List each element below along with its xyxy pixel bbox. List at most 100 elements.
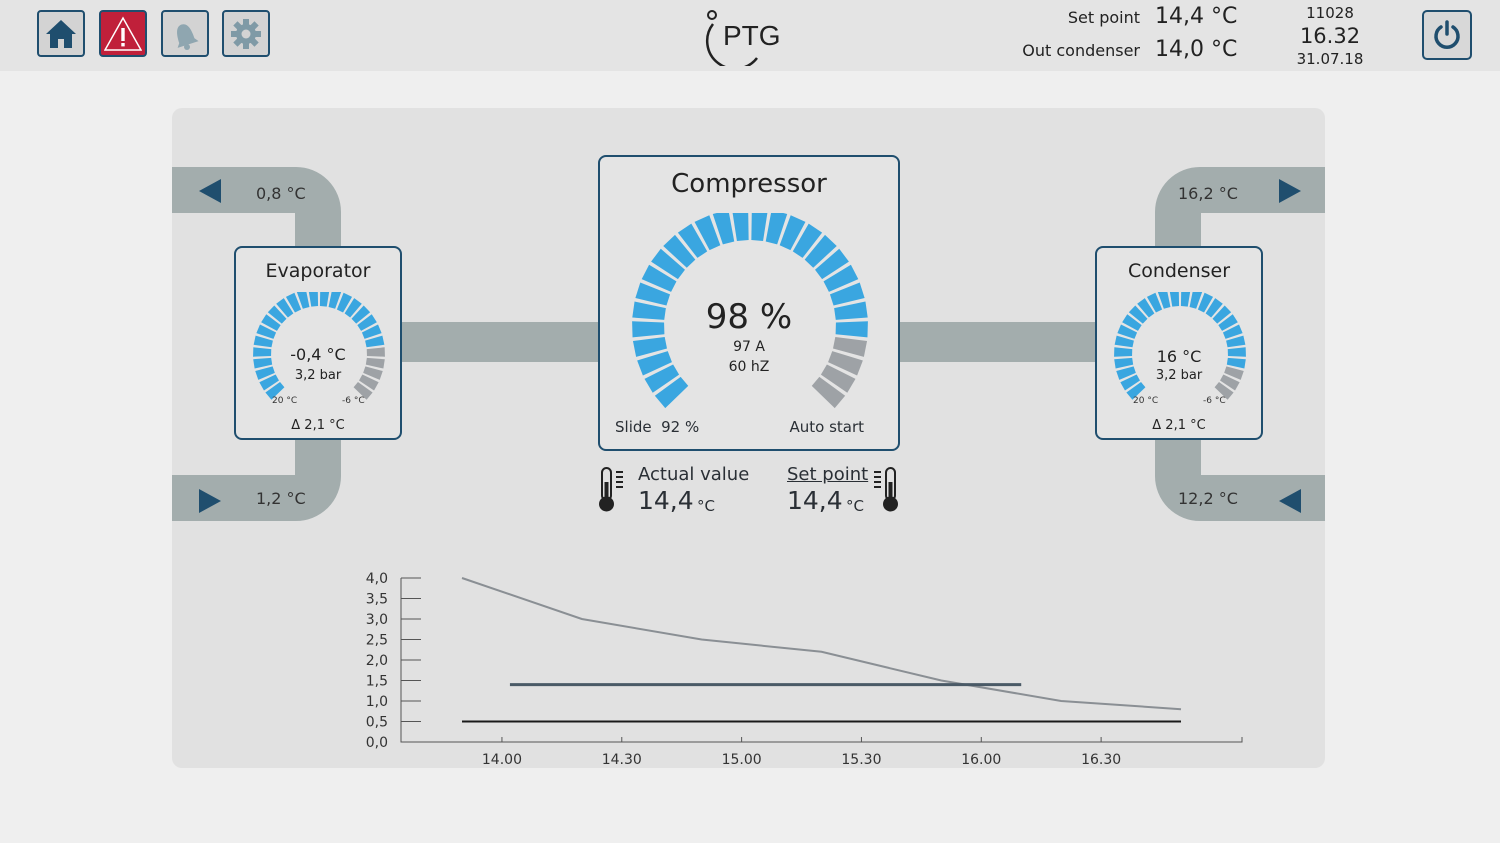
condenser-gauge-segment (1126, 382, 1146, 400)
chart-axes (400, 578, 1243, 743)
condenser-gauge-segment (1128, 305, 1148, 324)
alarm-button[interactable] (99, 10, 147, 57)
compressor-current: 97 A (733, 339, 765, 355)
evaporator-gauge-segment (276, 298, 294, 318)
compressor-gauge-segment (792, 223, 823, 258)
compressor-gauge-segment (637, 351, 672, 376)
evaporator-title: Evaporator (265, 260, 371, 282)
compressor-title: Compressor (671, 169, 827, 199)
setpoint-link[interactable]: Set point (787, 464, 869, 485)
y-tick-label: 3,5 (366, 592, 388, 608)
condenser-gauge-segment (1117, 324, 1138, 339)
series-line (461, 577, 1182, 711)
actual-value: 14,4 (638, 486, 694, 515)
top-bar: PTG Set point 14,4 °C Out condenser 14,0… (0, 0, 1500, 71)
condenser-temp: 16 °C (1156, 347, 1202, 366)
y-tick-label: 2,5 (366, 633, 388, 649)
gear-icon (231, 18, 261, 49)
evaporator-gauge-segment (351, 305, 371, 324)
clock-date: 31.07.18 (1296, 50, 1364, 68)
compressor-gauge-segment (829, 282, 865, 306)
arrow-right-icon (199, 489, 221, 513)
evaporator-card[interactable]: Evaporator -0,4 °C 3,2 bar 20 °C -6 °C Δ… (234, 246, 402, 440)
y-tick-label: 0,0 (366, 735, 388, 751)
compressor-gauge-segment (833, 336, 868, 357)
compressor-slide: Slide 92 % (615, 418, 700, 436)
x-tick-label: 16.30 (1081, 752, 1121, 768)
condenser-gauge-segment (1220, 374, 1240, 391)
evaporator-scale-max: -6 °C (342, 396, 365, 406)
condenser-scale-min: 20 °C (1133, 396, 1159, 406)
evaporator-in-temp: 1,2 °C (256, 489, 306, 508)
trend-chart: 0,0 0,5 1,0 1,5 2,0 2,5 3,0 3,5 4,0 14.00 14.30 15.… (366, 571, 1243, 768)
condenser-in-temp: 16,2 °C (1178, 184, 1238, 203)
condenser-gauge-segment (1197, 292, 1214, 313)
evaporator-gauge-segment (285, 292, 302, 313)
y-tick-label: 1,5 (366, 674, 388, 690)
condenser-gauge (1114, 292, 1246, 400)
evaporator-gauge-segment (359, 374, 379, 391)
condenser-gauge-segment (1157, 292, 1171, 309)
x-tick-label: 14.30 (602, 752, 642, 768)
evaporator-gauge-segment (336, 292, 353, 313)
warning-icon (104, 15, 142, 51)
unit-code: 11028 (1306, 4, 1354, 22)
condenser-gauge-segment (1114, 357, 1134, 369)
evaporator-gauge-segment (253, 357, 273, 369)
evaporator-pressure: 3,2 bar (294, 368, 342, 383)
evaporator-gauge-segment (353, 382, 373, 400)
notifications-button[interactable] (161, 10, 209, 57)
condenser-gauge-segment (1226, 335, 1246, 348)
condenser-gauge-segment (1114, 335, 1134, 348)
thermometer-icon (599, 467, 623, 512)
home-button[interactable] (37, 10, 85, 57)
compressor-gauge (632, 213, 868, 409)
condenser-gauge-segment (1226, 357, 1246, 369)
y-tick-label: 3,0 (366, 612, 388, 628)
power-button[interactable] (1422, 10, 1472, 60)
compressor-gauge-segment (651, 248, 685, 280)
compressor-frequency: 60 hZ (728, 359, 770, 375)
evaporator-gauge-segment (328, 292, 342, 309)
arrow-left-icon (199, 179, 221, 203)
setpoint-value: 14,4 °C (1155, 4, 1238, 29)
compressor-percent: 98 % (705, 297, 793, 337)
condenser-gauge-segment (1222, 324, 1243, 339)
compressor-card[interactable]: Compressor 98 % 97 A 60 hZ Slide 92 % Au… (598, 155, 900, 451)
x-tick-label: 14.00 (482, 752, 522, 768)
ptg-logo: PTG (703, 8, 799, 71)
compressor-gauge-segment (823, 264, 859, 292)
arrow-right-icon (1279, 179, 1301, 203)
condenser-gauge-segment (1189, 292, 1203, 309)
compressor-gauge-segment (751, 213, 768, 241)
y-tick-label: 4,0 (366, 571, 388, 587)
y-tick-label: 0,5 (366, 715, 388, 731)
evaporator-gauge-segment (256, 324, 277, 339)
settings-button[interactable] (222, 10, 270, 57)
pipe-network (172, 167, 1325, 521)
condenser-gauge-segment (1146, 292, 1163, 313)
evaporator-gauge-segment (365, 335, 385, 348)
evaporator-gauge-segment (265, 382, 285, 400)
x-tick-label: 15.00 (722, 752, 762, 768)
evaporator-gauge-segment (296, 292, 310, 309)
compressor-gauge-segment (820, 364, 856, 393)
compressor-gauge-segment (815, 248, 849, 280)
evaporator-out-temp: 0,8 °C (256, 184, 306, 203)
arrow-left-icon (1279, 489, 1301, 513)
compressor-gauge-segment (804, 234, 837, 268)
condenser-gauge-segment (1212, 305, 1232, 324)
compressor-gauge-segment (654, 376, 689, 409)
clock-time: 16.32 (1299, 24, 1361, 48)
condenser-gauge-segment (1137, 298, 1155, 318)
evaporator-gauge-segment (259, 374, 279, 391)
y-tick-label: 2,0 (366, 653, 388, 669)
condenser-gauge-segment (1224, 366, 1244, 380)
compressor-gauge-segment (732, 213, 749, 241)
compressor-gauge-segment (632, 336, 667, 357)
compressor-gauge-segment (632, 321, 665, 338)
condenser-gauge-segment (1205, 298, 1223, 318)
out-condenser-label: Out condenser (1022, 41, 1140, 60)
evaporator-gauge-segment (308, 292, 319, 307)
condenser-card[interactable]: Condenser 16 °C 3,2 bar 20 °C -6 °C Δ 2,… (1095, 246, 1263, 440)
